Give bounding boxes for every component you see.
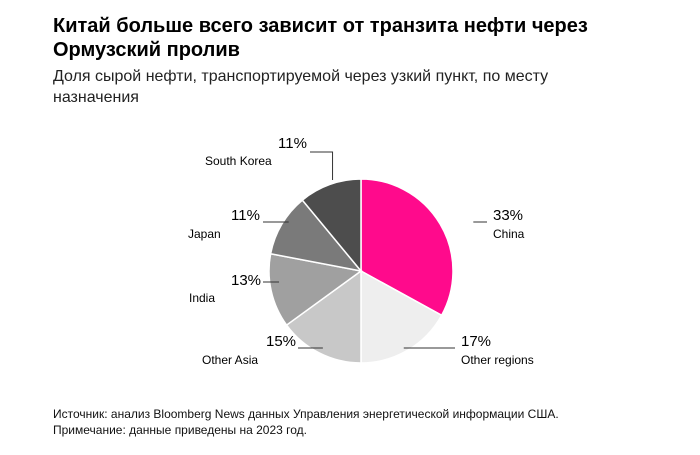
chart-subtitle: Доля сырой нефти, транспортируемой через… (53, 68, 549, 106)
category-label-india: India (189, 291, 215, 305)
category-label-china: China (493, 227, 525, 241)
data-label-south-korea: 11% (278, 135, 307, 152)
pie-slice-other-asia (285, 269, 362, 364)
data-label-japan: 11% (231, 207, 260, 224)
data-label-china: 33% (493, 207, 523, 224)
chart-title: Китай больше всего зависит от транзита н… (53, 15, 588, 61)
pie-chart: 33% China 17% Other regions 15% Other Asia 13%… (188, 135, 534, 367)
source-note: Источник: анализ Bloomberg News данных У… (53, 407, 559, 421)
pie-slice-china (360, 178, 454, 317)
category-label-other-asia: Other Asia (202, 353, 258, 367)
category-label-japan: Japan (188, 227, 221, 241)
chart-footer: Источник: анализ Bloomberg News данных У… (53, 406, 673, 438)
category-label-south-korea: South Korea (205, 154, 272, 168)
data-label-other-asia: 15% (266, 333, 296, 350)
leader-line-south-korea (310, 151, 334, 180)
data-label-other-regions: 17% (461, 333, 491, 350)
pie-slice-india (268, 252, 363, 327)
data-label-india: 13% (231, 272, 261, 289)
category-label-other-regions: Other regions (461, 353, 534, 367)
pie-slice-south-korea (301, 178, 362, 274)
pie-slice-other-regions (360, 269, 443, 364)
date-note: Примечание: данные приведены на 2023 год… (53, 423, 307, 437)
